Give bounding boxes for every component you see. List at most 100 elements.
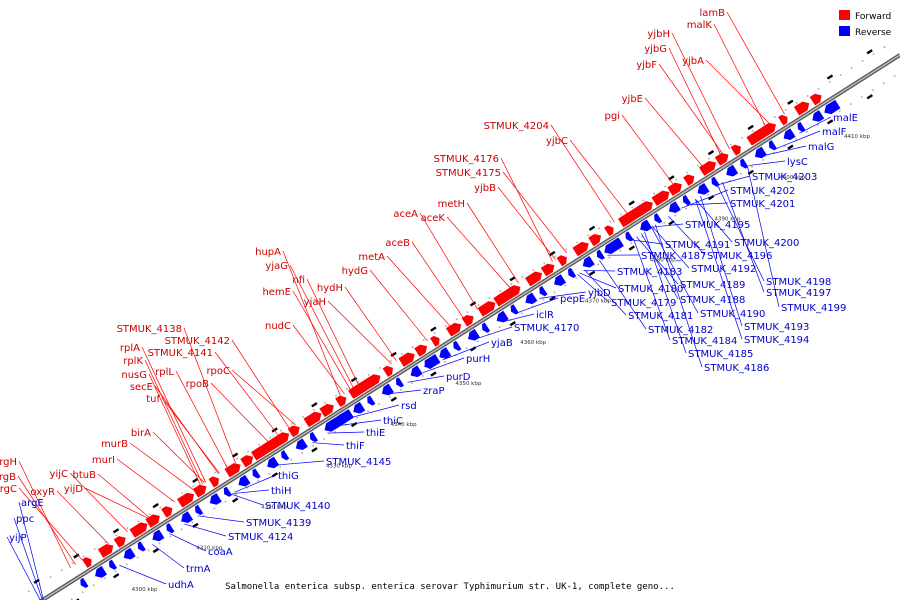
gene-arrow-thiF xyxy=(252,468,261,479)
reverse-gene-label: STMUK_4192 xyxy=(691,264,756,275)
track-dot xyxy=(104,541,107,544)
marker-tick xyxy=(152,547,159,554)
gene-arrow-pepE xyxy=(395,377,405,388)
legend: Forward Reverse xyxy=(839,10,892,38)
gene-arrow-yjbC xyxy=(667,182,682,196)
forward-gene-label: nfi xyxy=(292,275,305,286)
forward-gene-label: yjaH xyxy=(304,297,326,308)
forward-gene-label: nudC xyxy=(265,321,291,332)
leader-line xyxy=(369,269,428,342)
forward-gene-label: aceK xyxy=(421,213,446,224)
track-dot xyxy=(466,311,469,313)
leader-line xyxy=(651,223,684,228)
leader-line xyxy=(516,297,559,314)
gene-arrow-birA xyxy=(224,463,241,478)
reverse-gene-label: STMUK_4193 xyxy=(744,322,809,333)
reverse-gene-label: coaA xyxy=(208,547,233,558)
leader-line xyxy=(18,501,44,600)
gene-arrow-tuf xyxy=(240,455,254,468)
reverse-gene-label: zraP xyxy=(423,386,445,397)
gene-arrow-STMUK_4184 xyxy=(496,310,509,323)
track-dot xyxy=(542,298,545,301)
forward-gene-label: rplL xyxy=(155,367,174,378)
leader-line xyxy=(584,269,627,316)
forward-gene-label: aceB xyxy=(385,238,410,249)
marker-tick xyxy=(192,477,199,484)
leader-line xyxy=(306,278,359,386)
reverse-gene-label: purH xyxy=(466,354,490,365)
track-dot xyxy=(334,431,336,433)
gene-arrow-rplL xyxy=(319,403,334,418)
leader-line xyxy=(141,346,206,483)
reverse-gene-label: STMUK_4196 xyxy=(707,251,772,262)
gene-arrow-STMUK_4141 xyxy=(398,352,415,367)
track-dot xyxy=(214,471,217,474)
track-dot xyxy=(663,221,666,224)
gene-arrow-STMUK_4198 xyxy=(697,183,710,195)
reverse-gene-label: STMUK_4203 xyxy=(752,172,817,183)
gene-arrow-yjbA xyxy=(778,114,788,126)
leader-line xyxy=(705,59,770,124)
track-dot xyxy=(136,556,139,559)
gene-arrow-STMUK_4193 xyxy=(625,231,634,242)
reverse-gene-label: STMUK_4199 xyxy=(781,303,846,314)
gene-arrow-large-forward-3 xyxy=(498,285,520,304)
gene-arrow-thiH xyxy=(209,493,222,505)
leader-line xyxy=(633,238,671,341)
track-dot xyxy=(554,255,557,258)
track-dot xyxy=(476,340,479,342)
gene-arrow-murI xyxy=(192,484,207,498)
gene-labels: argH argBargC oxyR yijC yijD btuB murI murBbirA… xyxy=(0,8,858,591)
track-dot xyxy=(444,361,446,363)
leader-line xyxy=(169,533,207,552)
gene-arrow-oxyR xyxy=(129,522,148,538)
forward-gene-label: rplA xyxy=(120,343,140,354)
track-dot xyxy=(159,506,162,509)
reverse-gene-label: STMUK_4182 xyxy=(648,325,713,336)
track-dot xyxy=(291,422,293,425)
track-dot xyxy=(71,598,73,600)
leader-line xyxy=(411,241,464,319)
gene-arrow-rpoB xyxy=(335,395,347,408)
marker-tick xyxy=(469,301,477,307)
track-dot xyxy=(444,325,447,327)
leader-line xyxy=(718,175,751,185)
gene-arrow-nfi xyxy=(461,314,474,327)
leader-line xyxy=(419,212,478,310)
gene-arrow-lamB xyxy=(809,93,822,106)
track-dot xyxy=(368,374,370,376)
reverse-gene-label: STMUK_4140 xyxy=(265,501,330,512)
track-dot xyxy=(521,276,524,279)
forward-gene-label: STMUK_4141 xyxy=(148,348,213,359)
leader-line xyxy=(636,236,679,285)
leader-line xyxy=(210,382,269,443)
scale-tick-label: 4320 kbp xyxy=(261,504,287,510)
reverse-gene-label: thiH xyxy=(271,486,292,497)
gene-arrow-yjbF xyxy=(730,144,741,156)
marker-tick xyxy=(588,270,596,276)
scale-tick-label: 4370 kbp xyxy=(585,299,611,305)
marker-tick xyxy=(628,245,635,251)
track-dot xyxy=(674,214,677,217)
leader-line xyxy=(641,233,679,300)
scale-tick-label: 4330 kbp xyxy=(326,463,352,469)
leader-line xyxy=(583,270,616,272)
gene-arrow-argE xyxy=(80,577,89,589)
track-dot xyxy=(882,82,885,84)
track-dot xyxy=(422,339,425,341)
track-dot xyxy=(784,145,786,147)
gene-arrow-STMUK_4139 xyxy=(181,511,194,523)
forward-gene-label: yjbE xyxy=(622,94,643,105)
gene-arrow-STMUK_4191 xyxy=(596,249,605,260)
track-dot xyxy=(378,403,380,405)
gene-arrow-STMUK_4170 xyxy=(381,383,394,396)
scale-ticks: 4300 kbp 4310 kbp 4320 kbp 4330 kbp 4340 kbp… xyxy=(132,134,871,593)
track-dot xyxy=(400,389,402,391)
leader-line xyxy=(339,419,382,426)
forward-gene-label: yijD xyxy=(64,484,83,495)
leader-line xyxy=(152,431,205,484)
track-dot xyxy=(795,138,797,140)
leader-line xyxy=(773,130,821,150)
track-dot xyxy=(784,109,787,111)
reverse-gene-label: thiE xyxy=(366,428,385,439)
